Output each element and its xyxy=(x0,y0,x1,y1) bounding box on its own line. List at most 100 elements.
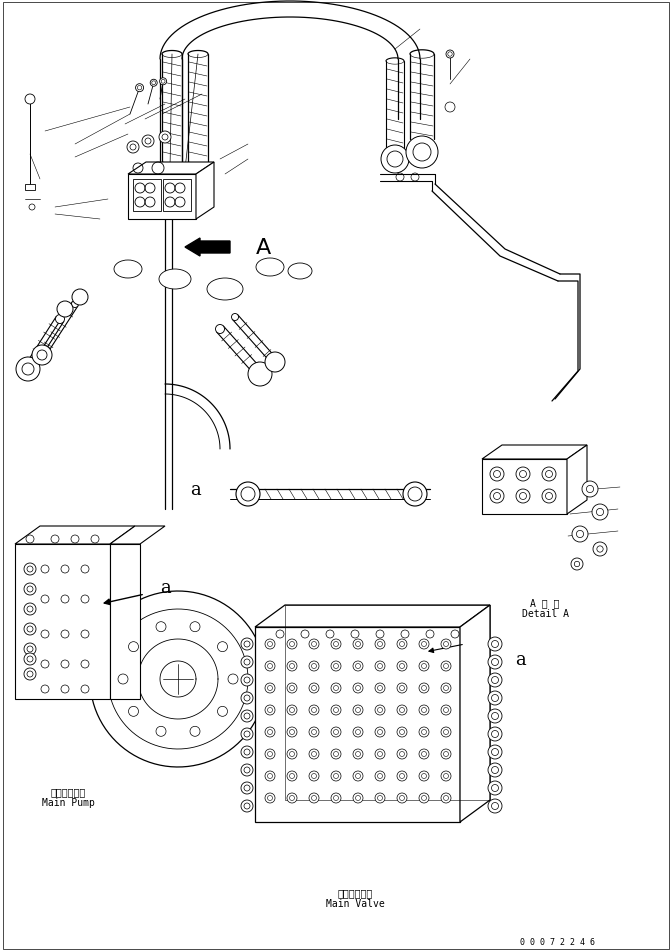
Circle shape xyxy=(516,467,530,482)
Circle shape xyxy=(488,799,502,813)
Circle shape xyxy=(241,674,253,686)
Circle shape xyxy=(331,684,341,693)
Circle shape xyxy=(56,315,65,325)
Circle shape xyxy=(265,662,275,671)
Bar xyxy=(482,460,567,514)
Circle shape xyxy=(241,728,253,741)
Circle shape xyxy=(397,793,407,803)
Text: A 詳 細: A 詳 細 xyxy=(530,597,560,607)
Text: a: a xyxy=(160,579,171,596)
Bar xyxy=(163,180,191,211)
Circle shape xyxy=(309,705,319,715)
Circle shape xyxy=(488,745,502,759)
Circle shape xyxy=(24,366,32,374)
Circle shape xyxy=(441,662,451,671)
Circle shape xyxy=(156,726,166,737)
Circle shape xyxy=(353,684,363,693)
Text: Main Pump: Main Pump xyxy=(42,797,95,807)
Circle shape xyxy=(265,727,275,737)
Circle shape xyxy=(419,684,429,693)
Circle shape xyxy=(24,624,36,635)
Circle shape xyxy=(451,630,459,639)
Circle shape xyxy=(142,136,154,148)
Circle shape xyxy=(265,705,275,715)
Circle shape xyxy=(309,662,319,671)
Circle shape xyxy=(446,51,454,59)
Circle shape xyxy=(309,771,319,782)
Circle shape xyxy=(159,132,171,144)
Circle shape xyxy=(353,793,363,803)
Circle shape xyxy=(287,793,297,803)
Circle shape xyxy=(287,749,297,759)
Circle shape xyxy=(91,535,99,544)
Circle shape xyxy=(353,727,363,737)
Circle shape xyxy=(216,326,224,334)
Circle shape xyxy=(61,565,69,573)
Circle shape xyxy=(41,685,49,693)
Circle shape xyxy=(381,146,409,174)
Circle shape xyxy=(397,662,407,671)
Circle shape xyxy=(71,301,79,308)
Circle shape xyxy=(593,543,607,556)
Circle shape xyxy=(353,771,363,782)
Circle shape xyxy=(24,644,36,655)
Circle shape xyxy=(441,727,451,737)
Circle shape xyxy=(542,467,556,482)
Circle shape xyxy=(419,771,429,782)
Circle shape xyxy=(287,771,297,782)
Circle shape xyxy=(38,352,46,359)
Ellipse shape xyxy=(256,259,284,277)
Circle shape xyxy=(571,559,583,570)
Circle shape xyxy=(488,764,502,777)
Circle shape xyxy=(375,771,385,782)
Circle shape xyxy=(265,640,275,649)
Circle shape xyxy=(353,662,363,671)
Ellipse shape xyxy=(114,261,142,279)
Circle shape xyxy=(309,727,319,737)
Circle shape xyxy=(228,674,238,684)
Circle shape xyxy=(301,630,309,639)
Circle shape xyxy=(151,80,157,88)
Circle shape xyxy=(403,483,427,506)
Circle shape xyxy=(160,79,167,86)
Circle shape xyxy=(419,705,429,715)
Circle shape xyxy=(353,749,363,759)
Circle shape xyxy=(397,771,407,782)
Circle shape xyxy=(488,655,502,669)
Circle shape xyxy=(265,793,275,803)
Circle shape xyxy=(331,793,341,803)
Circle shape xyxy=(441,771,451,782)
Circle shape xyxy=(218,706,228,717)
Circle shape xyxy=(488,709,502,724)
Circle shape xyxy=(118,674,128,684)
Text: メインバルブ: メインバルブ xyxy=(337,887,373,897)
Circle shape xyxy=(16,358,40,382)
Circle shape xyxy=(331,749,341,759)
Circle shape xyxy=(375,749,385,759)
Circle shape xyxy=(326,630,334,639)
Circle shape xyxy=(419,640,429,649)
Circle shape xyxy=(136,85,144,92)
Polygon shape xyxy=(482,446,587,460)
Circle shape xyxy=(441,705,451,715)
Circle shape xyxy=(236,483,260,506)
Circle shape xyxy=(331,705,341,715)
Text: A: A xyxy=(255,238,271,258)
Circle shape xyxy=(218,642,228,652)
Text: 0 0 0 7 2 2 4 6: 0 0 0 7 2 2 4 6 xyxy=(521,938,595,946)
Circle shape xyxy=(309,793,319,803)
Circle shape xyxy=(81,685,89,693)
Polygon shape xyxy=(196,163,214,220)
Circle shape xyxy=(331,771,341,782)
Text: メインポンプ: メインポンプ xyxy=(50,786,85,796)
Circle shape xyxy=(516,489,530,504)
Text: a: a xyxy=(515,650,526,668)
Circle shape xyxy=(241,801,253,812)
Circle shape xyxy=(419,727,429,737)
Bar xyxy=(25,185,35,190)
Circle shape xyxy=(397,749,407,759)
Circle shape xyxy=(248,363,272,387)
Circle shape xyxy=(309,749,319,759)
Circle shape xyxy=(190,726,200,737)
Circle shape xyxy=(241,783,253,794)
